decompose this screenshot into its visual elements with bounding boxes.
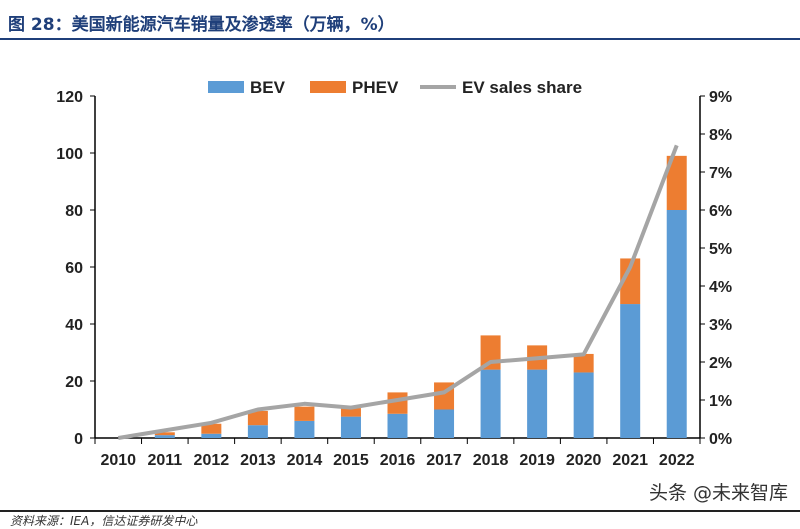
y2-tick-label: 0%	[709, 431, 732, 448]
x-tick-label: 2012	[194, 452, 230, 469]
y2-tick-label: 7%	[709, 165, 732, 182]
y-tick-label: 20	[65, 374, 83, 391]
bar-bev	[294, 421, 314, 438]
bar-bev	[620, 304, 640, 438]
legend-label: BEV	[250, 78, 286, 97]
y-tick-label: 40	[65, 317, 83, 334]
x-tick-label: 2018	[473, 452, 509, 469]
y2-tick-label: 5%	[709, 241, 732, 258]
y2-tick-label: 9%	[709, 89, 732, 106]
bar-bev	[155, 435, 175, 438]
x-tick-label: 2019	[519, 452, 555, 469]
bar-bev	[341, 417, 361, 438]
y2-tick-label: 1%	[709, 393, 732, 410]
x-tick-label: 2017	[426, 452, 462, 469]
y-tick-label: 60	[65, 260, 83, 277]
y-tick-label: 100	[56, 146, 83, 163]
x-tick-label: 2013	[240, 452, 276, 469]
bar-bev	[434, 410, 454, 439]
bar-bev	[667, 210, 687, 438]
bar-bev	[527, 370, 547, 438]
y-tick-label: 0	[74, 431, 83, 448]
x-tick-label: 2014	[287, 452, 323, 469]
x-tick-label: 2010	[100, 452, 136, 469]
bar-bev	[481, 370, 501, 438]
bar-phev	[294, 407, 314, 421]
x-tick-label: 2016	[380, 452, 416, 469]
bar-bev	[388, 414, 408, 438]
x-tick-label: 2021	[612, 452, 648, 469]
y-tick-label: 80	[65, 203, 83, 220]
x-tick-label: 2015	[333, 452, 369, 469]
bar-bev	[248, 425, 268, 438]
source-note: 资料来源：IEA，信达证券研发中心	[10, 512, 197, 529]
ev-sales-chart: 0 20 40 60 80 100 120 0% 1% 2% 3% 4% 5% 6% 7% 8% 9% 2010 2…	[0, 0, 800, 518]
legend-label: EV sales share	[462, 78, 582, 97]
y2-tick-label: 6%	[709, 203, 732, 220]
bar-bev	[201, 434, 221, 438]
y2-tick-label: 8%	[709, 127, 732, 144]
legend-label: PHEV	[352, 78, 399, 97]
y2-tick-label: 4%	[709, 279, 732, 296]
y-tick-label: 120	[56, 89, 83, 106]
watermark: 头条 @未来智库	[649, 478, 788, 505]
legend-swatch-bev	[208, 81, 244, 93]
bar-bev	[574, 372, 594, 438]
x-tick-label: 2022	[659, 452, 695, 469]
y2-tick-label: 2%	[709, 355, 732, 372]
x-tick-label: 2020	[566, 452, 602, 469]
legend-swatch-phev	[310, 81, 346, 93]
x-tick-label: 2011	[147, 452, 182, 469]
y2-tick-label: 3%	[709, 317, 732, 334]
